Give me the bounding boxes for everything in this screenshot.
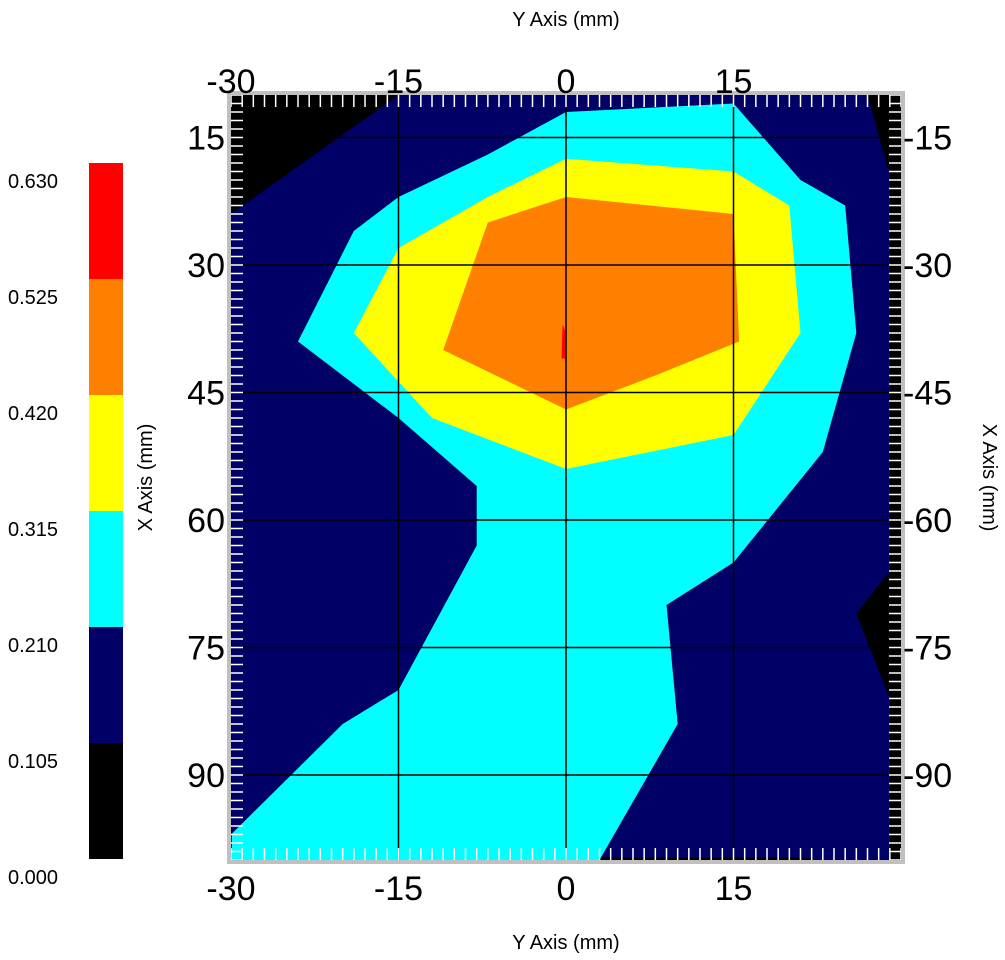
top-tick-label: 15 bbox=[715, 63, 753, 101]
colorbar-label: 0.000 bbox=[8, 867, 58, 889]
colorbar-label: 0.210 bbox=[8, 635, 58, 657]
right-tick-label: -75 bbox=[903, 630, 952, 668]
colorbar-label: 0.315 bbox=[8, 519, 58, 541]
bottom-tick-label: -15 bbox=[374, 870, 423, 908]
right-tick-label: -30 bbox=[903, 247, 952, 285]
right-tick-label: -45 bbox=[903, 375, 952, 413]
plot-area bbox=[227, 91, 905, 864]
colorbar-label: 0.420 bbox=[8, 403, 58, 425]
bottom-tick-label: 0 bbox=[557, 870, 576, 908]
top-tick-label: -30 bbox=[206, 63, 255, 101]
left-tick-label: 75 bbox=[187, 630, 225, 668]
left-axis-title: X Axis (mm) bbox=[135, 424, 157, 532]
top-tick-label: -15 bbox=[374, 63, 423, 101]
colorbar-label: 0.525 bbox=[8, 287, 58, 309]
right-tick-label: -60 bbox=[903, 502, 952, 540]
bottom-tick-label: -30 bbox=[206, 870, 255, 908]
bottom-axis-title: Y Axis (mm) bbox=[512, 932, 619, 954]
contour-band-4-0 bbox=[443, 197, 740, 410]
colorbar-segment bbox=[89, 163, 123, 279]
left-tick-label: 30 bbox=[187, 247, 225, 285]
left-tick-label: 60 bbox=[187, 502, 225, 540]
right-tick-label: -15 bbox=[903, 120, 952, 158]
left-tick-label: 90 bbox=[187, 757, 225, 795]
bottom-tick-label: 15 bbox=[715, 870, 753, 908]
colorbar-label: 0.630 bbox=[8, 171, 58, 193]
contour-band-5-0 bbox=[561, 324, 566, 359]
left-tick-label: 45 bbox=[187, 375, 225, 413]
top-axis-title: Y Axis (mm) bbox=[512, 9, 619, 31]
top-tick-label: 0 bbox=[557, 63, 576, 101]
right-axis-title: X Axis (mm) bbox=[978, 424, 1000, 532]
colorbar-segment bbox=[89, 279, 123, 395]
plot-frame bbox=[227, 91, 905, 864]
colorbar-segment bbox=[89, 511, 123, 627]
right-tick-label: -90 bbox=[903, 757, 952, 795]
colorbar-label: 0.105 bbox=[8, 751, 58, 773]
left-tick-label: 15 bbox=[187, 120, 225, 158]
colorbar: 0.000 0.105 0.210 0.315 0.420 0.525 0.630 bbox=[8, 163, 123, 889]
colorbar-segment bbox=[89, 743, 123, 859]
colorbar-segment bbox=[89, 627, 123, 743]
colorbar-segment bbox=[89, 395, 123, 511]
